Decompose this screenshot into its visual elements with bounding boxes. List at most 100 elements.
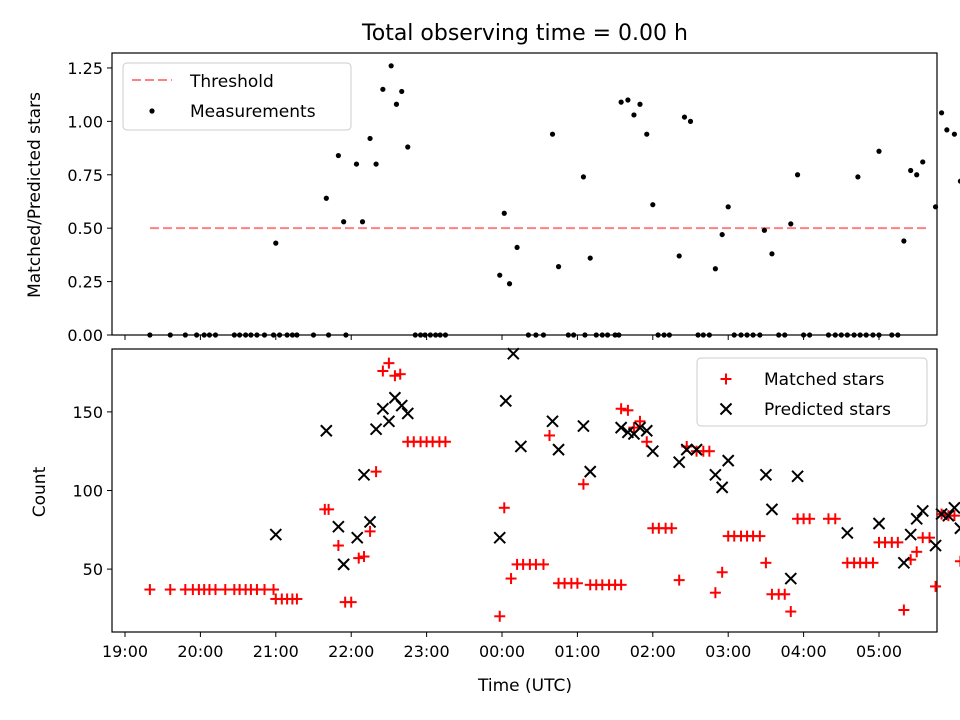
predicted-point [395, 399, 408, 412]
measurement-point [695, 332, 701, 338]
predicted-point [382, 415, 396, 428]
matched-point [332, 540, 344, 552]
legend-measurement-label: Measurements [190, 102, 316, 122]
matched-point [785, 606, 797, 618]
measurement-point [932, 204, 939, 210]
x-tick-label: 21:00 [253, 642, 299, 661]
legend-box [696, 357, 928, 427]
measurement-point [851, 332, 857, 338]
measurement-point [231, 332, 237, 338]
legend-box [122, 62, 352, 131]
plot-frame [111, 52, 938, 336]
measurement-point [744, 332, 750, 338]
matched-point [383, 357, 395, 369]
measurement-point [422, 332, 428, 338]
measurement-point [323, 195, 329, 201]
measurement-point [618, 99, 624, 105]
measurement-point [273, 240, 279, 246]
predicted-point [954, 522, 960, 535]
x-tick-label: 22:00 [328, 642, 374, 661]
y-tick-label: 0.00 [67, 326, 103, 345]
matched-point [353, 552, 365, 564]
legend-matched-swatch [720, 373, 732, 385]
measurement-point [276, 332, 283, 338]
matched-point [615, 403, 627, 415]
predicted-point [646, 444, 660, 458]
matched-point [364, 525, 376, 537]
predicted-point [672, 455, 686, 469]
measurement-point [706, 332, 712, 338]
x-tick-label: 00:00 [479, 642, 525, 661]
y-tick-label: 0.50 [67, 219, 103, 238]
measurement-point [604, 332, 611, 338]
matched-point [358, 551, 370, 563]
measurement-point [359, 219, 366, 225]
measurement-point [644, 131, 650, 137]
measurement-point [807, 332, 813, 338]
measurement-point [863, 332, 869, 338]
matched-point [911, 546, 923, 558]
predicted-point [514, 440, 528, 453]
measurement-point [388, 63, 394, 69]
measurement-point [310, 332, 317, 338]
predicted-point [577, 419, 590, 433]
matched-point [804, 513, 816, 525]
top-legend: Threshold Measurements [122, 62, 352, 131]
predicted-point [948, 501, 960, 515]
matched-point [439, 436, 451, 448]
predicted-point [791, 470, 804, 483]
measurement-point [855, 174, 861, 180]
predicted-point [721, 454, 735, 467]
measurement-point [325, 332, 332, 338]
measurement-point [514, 244, 520, 251]
predicted-point [784, 572, 797, 585]
measurement-point [687, 118, 694, 124]
measurement-point [201, 332, 207, 338]
matched-point [537, 558, 549, 570]
measurement-point [254, 332, 260, 338]
predicted-point [904, 528, 917, 541]
measurement-point [637, 101, 643, 107]
matched-point [760, 557, 772, 569]
matched-point [673, 574, 685, 586]
matched-point [779, 588, 791, 600]
measurement-point [353, 161, 360, 167]
measurement-point [194, 332, 200, 338]
legend-predicted-swatch [719, 402, 733, 416]
bottom-panel: 50 100 150 19:00 20:00 21:00 22:00 23:00 00:00 01… [72, 347, 960, 661]
predicted-point [584, 465, 597, 478]
x-tick-label: 20:00 [177, 642, 223, 661]
measurement-point [838, 332, 844, 338]
measurement-point [525, 332, 531, 338]
y-tick-label: 100 [72, 482, 103, 501]
measurement-point [243, 332, 249, 338]
measurement-point [412, 332, 418, 338]
measurement-point [870, 332, 876, 338]
measurement-point [719, 231, 725, 238]
measurement-point [405, 144, 411, 150]
measurement-point [908, 167, 914, 174]
y-tick-label: 50 [83, 560, 103, 579]
measurement-point [631, 112, 637, 118]
measurement-point [341, 219, 347, 225]
predicted-point [633, 421, 647, 434]
measurement-point [284, 332, 290, 338]
measurement-point [612, 332, 618, 338]
measurement-point [801, 332, 807, 338]
measurement-point [565, 332, 571, 338]
measurement-point [681, 114, 688, 120]
measurement-point [270, 332, 277, 338]
matched-point [209, 584, 221, 596]
matched-point [948, 510, 960, 522]
measurement-point [625, 97, 631, 103]
x-tick-label: 05:00 [856, 642, 902, 661]
matched-point [394, 368, 406, 380]
x-tick-label: 04:00 [781, 642, 827, 661]
measurement-point [616, 332, 622, 338]
matched-point [716, 566, 728, 578]
measurement-point [212, 332, 219, 338]
predicted-point [942, 509, 955, 522]
measurement-point [399, 88, 405, 95]
measurement-point [655, 332, 661, 338]
matched-point [389, 370, 401, 382]
